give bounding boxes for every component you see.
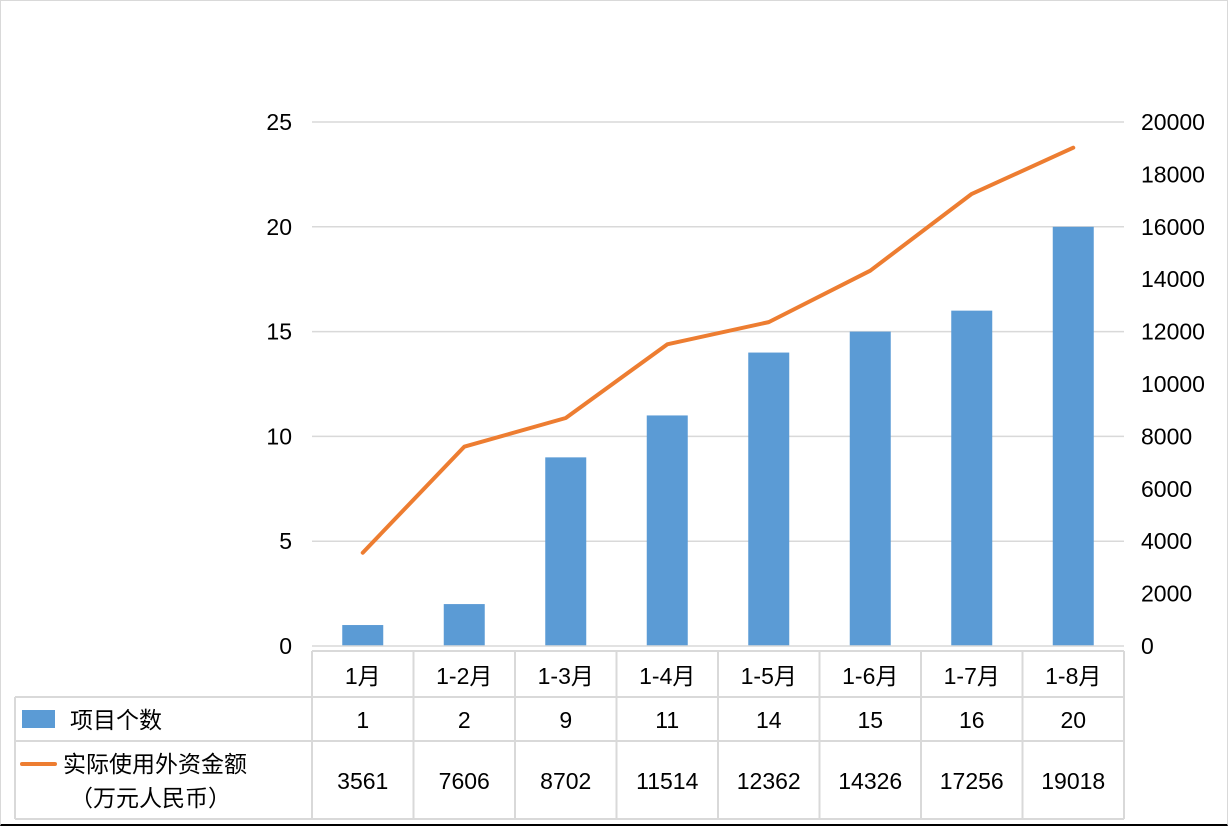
category-label: 1-8月 [1045, 663, 1101, 689]
left-axis-tick: 25 [266, 109, 292, 135]
bar[interactable] [1052, 226, 1094, 647]
line-value-cell: 3561 [337, 768, 388, 794]
right-axis-tick: 16000 [1141, 214, 1205, 240]
line-value-cell: 7606 [439, 768, 490, 794]
category-label: 1-2月 [436, 663, 492, 689]
category-label: 1月 [345, 663, 381, 689]
right-axis-tick: 10000 [1141, 371, 1205, 397]
bar[interactable] [849, 331, 891, 646]
bar[interactable] [748, 352, 790, 646]
legend-line-label: 实际使用外资金额 [63, 751, 247, 777]
bar-value-cell: 2 [458, 707, 471, 733]
bar-value-cell: 16 [959, 707, 985, 733]
bar[interactable] [342, 625, 384, 646]
right-axis-tick: 0 [1141, 633, 1154, 659]
bar-value-cell: 20 [1060, 707, 1086, 733]
bar-value-cell: 14 [756, 707, 782, 733]
legend-bar-swatch [22, 710, 55, 728]
right-axis-tick: 14000 [1141, 266, 1205, 292]
data-table: 1月 1 3561 1-2月 2 7606 1-3月 9 8702 1-4月 11 11514 1-5月… [14, 650, 1125, 820]
right-axis-tick: 2000 [1141, 581, 1192, 607]
category-label: 1-4月 [639, 663, 695, 689]
left-axis-tick: 0 [279, 633, 292, 659]
line-value-cell: 19018 [1041, 768, 1105, 794]
right-axis-tick: 6000 [1141, 476, 1192, 502]
bar-value-cell: 15 [857, 707, 883, 733]
right-axis-tick: 12000 [1141, 319, 1205, 345]
left-axis-tick: 5 [279, 528, 292, 554]
legend-line-unit: （万元人民币） [70, 785, 231, 811]
line-value-cell: 11514 [636, 768, 698, 794]
category-label: 1-6月 [842, 663, 898, 689]
right-axis-tick: 20000 [1141, 109, 1205, 135]
category-label: 1-5月 [741, 663, 797, 689]
right-axis-tick: 8000 [1141, 423, 1192, 449]
bar[interactable] [951, 310, 993, 646]
right-axis-tick: 18000 [1141, 161, 1205, 187]
bar[interactable] [545, 457, 587, 646]
bar-value-cell: 9 [559, 707, 572, 733]
line-value-cell: 12362 [737, 768, 801, 794]
left-axis-tick: 20 [266, 214, 292, 240]
line-value-cell: 8702 [540, 768, 591, 794]
right-axis-tick: 4000 [1141, 528, 1192, 554]
left-axis-tick: 10 [266, 423, 292, 449]
category-label: 1-3月 [538, 663, 594, 689]
line-value-cell: 14326 [838, 768, 902, 794]
bar[interactable] [646, 415, 688, 646]
bar-value-cell: 1 [356, 707, 369, 733]
bar-value-cell: 11 [655, 707, 679, 733]
line-value-cell: 17256 [940, 768, 1004, 794]
left-axis-tick: 15 [266, 319, 292, 345]
bar[interactable] [443, 604, 485, 646]
legend-bar-label: 项目个数 [70, 707, 162, 733]
line-series[interactable] [360, 145, 1076, 555]
category-label: 1-7月 [944, 663, 1000, 689]
